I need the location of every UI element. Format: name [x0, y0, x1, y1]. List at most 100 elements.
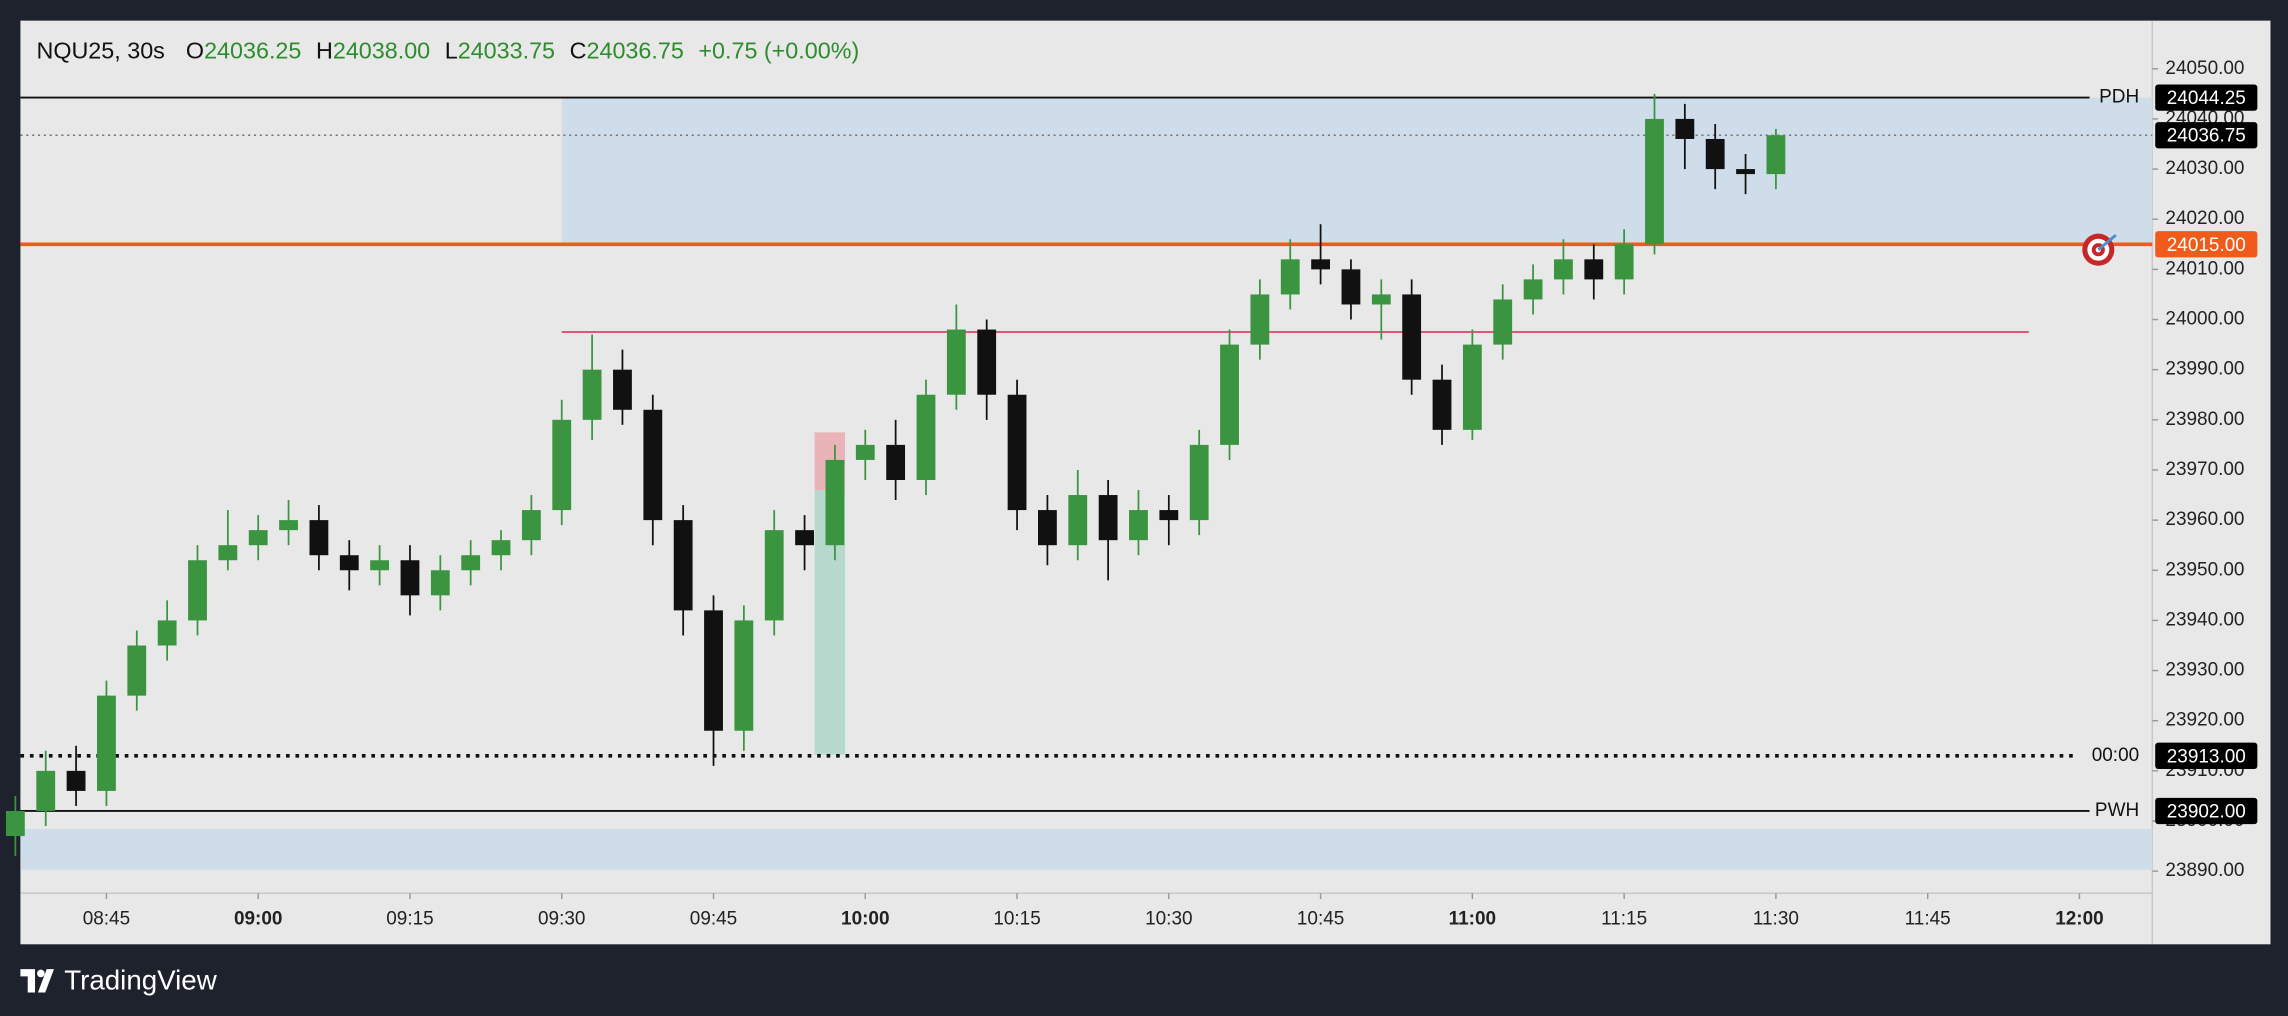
price-label-bg [2155, 797, 2258, 825]
candle-body [370, 560, 390, 571]
candle-body [1098, 495, 1118, 541]
candle-body [279, 520, 298, 531]
candle-body [66, 770, 86, 791]
candle-body [1675, 118, 1695, 139]
x-tick-label: 11:00 [1449, 909, 1496, 930]
candle-body [461, 555, 481, 571]
candle-body [825, 459, 845, 546]
candle-body [400, 560, 420, 596]
candle-body [5, 810, 25, 837]
legend-key: O [186, 38, 204, 64]
candle-body [1554, 259, 1573, 280]
candle-body [1037, 510, 1057, 546]
legend-value: 24033.75 [458, 38, 555, 64]
x-tick-label: 11:15 [1601, 909, 1647, 930]
legend-key: C [570, 38, 587, 64]
zones [20, 97, 2153, 870]
y-tick-label: 23940.00 [2165, 609, 2244, 630]
y-tick-label: 23890.00 [2165, 860, 2244, 881]
price-label: 24015.00 [2167, 235, 2246, 256]
candle-body [613, 369, 632, 410]
candle-body [1614, 244, 1634, 280]
candle-body [916, 394, 936, 480]
x-tick-label: 09:15 [386, 909, 433, 930]
candle-body [1068, 495, 1088, 546]
level-name: 00:00 [2092, 745, 2139, 766]
legend-value: 24036.25 [204, 38, 301, 64]
candle-body [734, 620, 754, 731]
candle-body [1432, 379, 1452, 430]
symbol: NQU25, 30s [36, 38, 164, 64]
candle-body [1645, 118, 1664, 245]
price-label: 24044.25 [2167, 88, 2246, 109]
candle-body [1007, 394, 1027, 511]
y-tick-label: 23920.00 [2165, 710, 2244, 731]
legend-key: H [316, 38, 333, 64]
candle-body [188, 560, 207, 621]
zone [561, 97, 2153, 245]
y-tick-label: 24030.00 [2165, 158, 2244, 179]
x-tick-label: 10:45 [1297, 909, 1344, 930]
price-label-bg [2155, 742, 2258, 769]
candle-body [339, 555, 359, 571]
x-tick-label: 10:00 [841, 909, 889, 930]
legend-value: 24036.75 [587, 38, 684, 64]
candle-body [1584, 259, 1604, 280]
candle-body [977, 329, 997, 395]
y-tick-label: 23970.00 [2165, 459, 2244, 480]
y-tick-label: 24050.00 [2165, 58, 2244, 79]
legend-key: L [445, 38, 458, 64]
candle-body [430, 570, 450, 596]
candle-body [643, 409, 663, 521]
candle-body [1250, 294, 1270, 345]
legend: NQU25, 30s O24036.25 H24038.00 L24033.75 C2… [36, 38, 859, 64]
candle-body [157, 620, 177, 646]
candle-body [1402, 294, 1422, 380]
brand-logo [20, 969, 54, 993]
brand-name: TradingView [64, 965, 218, 996]
candle-body [521, 510, 541, 541]
candle-body [218, 545, 238, 561]
y-tick-label: 23930.00 [2165, 660, 2244, 681]
candle-body [1462, 344, 1482, 430]
candle-body [552, 419, 572, 511]
target-icon [2082, 233, 2117, 266]
candle-body [1280, 259, 1300, 295]
y-tick-label: 23990.00 [2165, 359, 2244, 380]
candle-body [795, 530, 814, 546]
x-tick-label: 12:00 [2055, 909, 2103, 930]
y-tick-label: 23950.00 [2165, 559, 2244, 580]
price-label-bg [2155, 122, 2258, 149]
candle-body [886, 444, 906, 480]
candle-body [36, 770, 56, 811]
candle-body [1159, 510, 1179, 521]
x-tick-label: 09:45 [690, 909, 737, 930]
candle-body [491, 540, 511, 556]
candle-body [1523, 279, 1543, 300]
candle-body [946, 329, 966, 395]
candle-body [97, 695, 116, 791]
price-label-bg [2155, 84, 2258, 111]
candle-body [248, 530, 268, 546]
level-name: PDH [2099, 87, 2139, 108]
y-tick-label: 23960.00 [2165, 509, 2244, 530]
candle-body [1341, 269, 1361, 305]
candle-body [1311, 259, 1331, 270]
y-tick-label: 23980.00 [2165, 409, 2244, 430]
axes: 23890.0023900.0023910.0023920.0023930.00… [83, 58, 2258, 930]
candle-body [1766, 135, 1786, 175]
x-tick-label: 11:30 [1753, 909, 1799, 930]
candle-body [582, 369, 602, 420]
candle-body [1493, 299, 1513, 345]
legend-value: 24038.00 [333, 38, 430, 64]
candle-body [1129, 510, 1148, 541]
x-tick-label: 10:15 [993, 909, 1040, 930]
price-label: 23902.00 [2167, 801, 2246, 822]
x-tick-label: 08:45 [83, 909, 130, 930]
candle-body [1705, 138, 1725, 170]
price-label: 23913.00 [2167, 746, 2246, 767]
legend-change: +0.75 (+0.00%) [698, 38, 859, 64]
candle-body [1736, 169, 1755, 175]
